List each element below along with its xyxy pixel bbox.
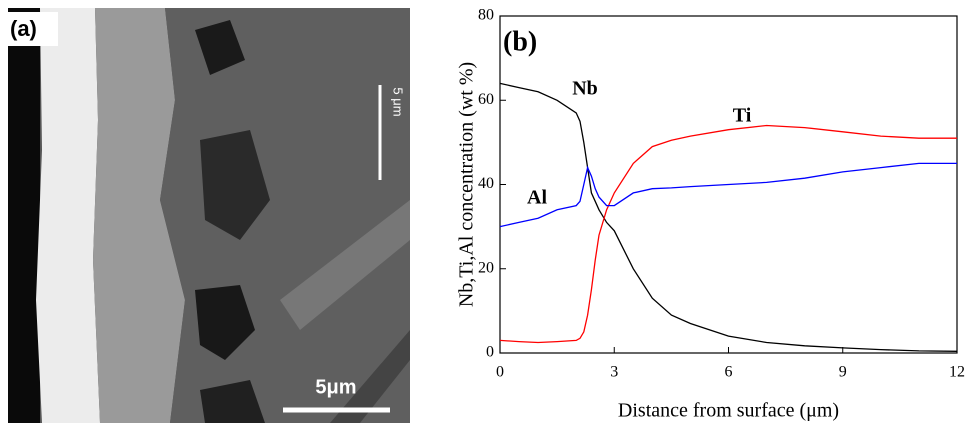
x-tick-label: 12	[949, 364, 965, 381]
sem-white-layer	[36, 8, 100, 423]
sem-particle	[195, 285, 255, 360]
series-line	[499, 82, 958, 352]
x-tick-label: 3	[610, 364, 618, 381]
sem-image: 5 μm 5μm	[8, 8, 410, 423]
y-tick-label: 0	[486, 344, 494, 361]
scale-bar-rotated-label: 5 μm	[391, 87, 406, 116]
series-label: Nb	[572, 78, 598, 100]
y-axis-label: Nb,Ti,Al concentration (wt %)	[456, 62, 478, 307]
sem-particle	[200, 380, 265, 423]
x-axis-label: Distance from surface (μm)	[618, 400, 839, 422]
y-tick-label: 60	[478, 91, 494, 108]
panel-label: (a)	[10, 16, 37, 41]
x-tick-label: 6	[725, 364, 733, 381]
series-label: Al	[527, 187, 547, 209]
sem-particle	[195, 20, 245, 75]
series-line	[499, 124, 957, 344]
y-tick-label: 80	[478, 7, 494, 24]
series-line	[499, 162, 957, 228]
scale-bar-label: 5μm	[315, 376, 356, 398]
chart-title: (b)	[503, 26, 537, 57]
x-tick-label: 0	[496, 364, 504, 381]
sem-needle	[330, 330, 410, 423]
sem-grain-layer	[93, 8, 185, 423]
y-tick-label: 40	[478, 175, 494, 192]
sem-particle	[200, 130, 270, 240]
series-label: Ti	[733, 105, 752, 127]
sem-matrix	[160, 8, 410, 423]
panel-label-bg	[0, 12, 58, 46]
sem-dark-edge	[8, 8, 40, 423]
y-tick-label: 20	[478, 259, 494, 276]
sem-needle	[280, 200, 410, 330]
x-tick-label: 9	[839, 364, 847, 381]
